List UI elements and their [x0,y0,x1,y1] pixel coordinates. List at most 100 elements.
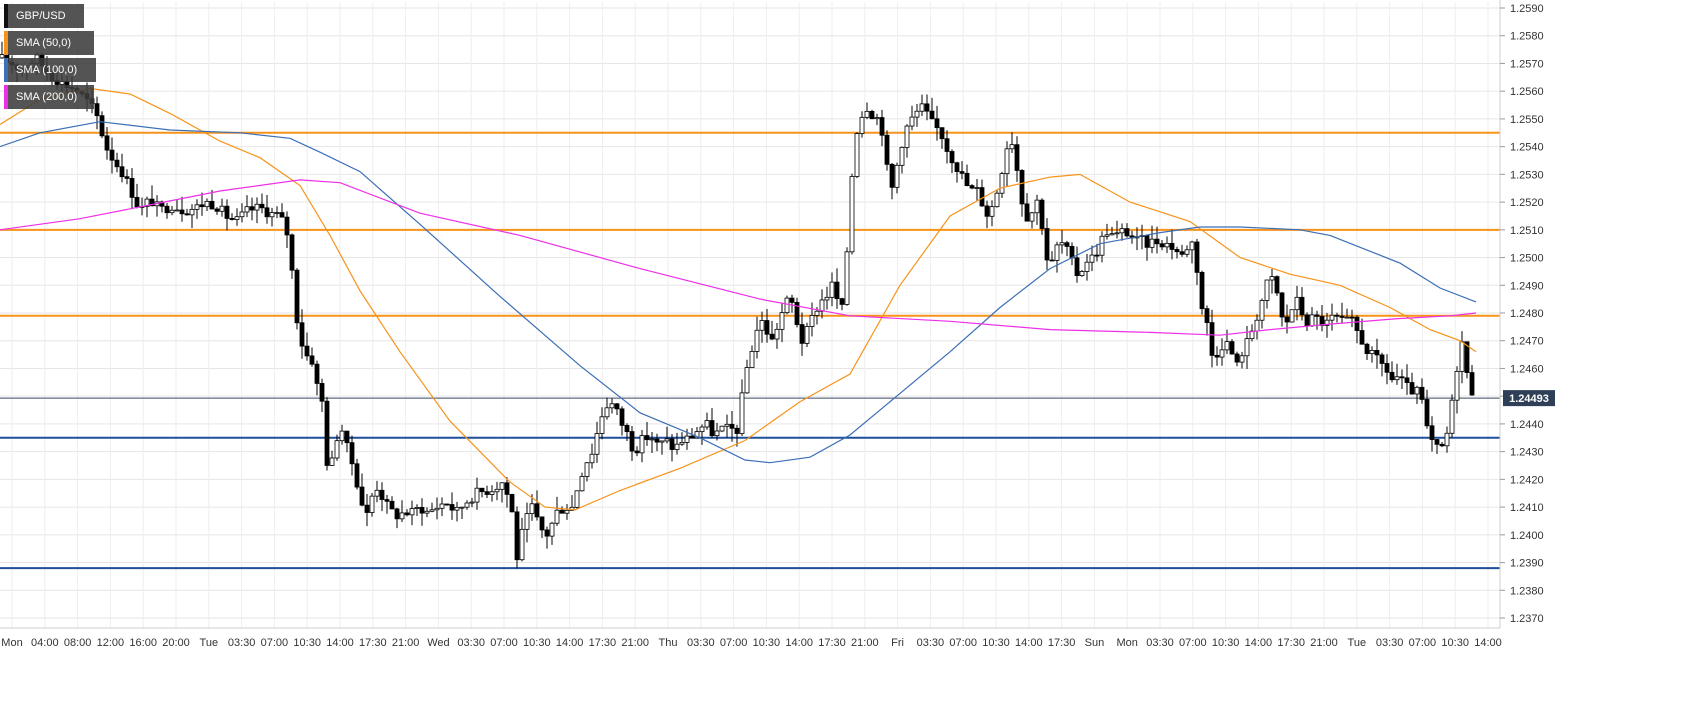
candle-body[interactable] [344,430,350,444]
candle-body[interactable] [384,499,390,502]
candle-body[interactable] [1039,199,1045,229]
candle-body[interactable] [444,503,450,506]
candle-body[interactable] [624,424,630,432]
candle-body[interactable] [1164,242,1170,248]
candle-body[interactable] [1114,232,1120,235]
candle-body[interactable] [1049,259,1055,262]
candle-body[interactable] [334,440,340,459]
candle-body[interactable] [1269,276,1275,281]
candle-body[interactable] [1054,244,1060,261]
candle-body[interactable] [1359,330,1365,345]
candle-body[interactable] [1319,315,1325,326]
candle-body[interactable] [1414,386,1420,395]
candle-body[interactable] [619,408,625,426]
candle-body[interactable] [1174,249,1180,253]
candle-body[interactable] [854,133,860,177]
candle-body[interactable] [184,213,190,216]
candle-body[interactable] [1084,261,1090,272]
candle-body[interactable] [224,205,230,219]
candle-body[interactable] [629,431,635,452]
candle-body[interactable] [354,463,360,488]
candle-body[interactable] [679,441,685,445]
candle-body[interactable] [1024,203,1030,222]
candle-body[interactable] [1254,319,1260,332]
price-axis[interactable]: 1.2370 1.2380 1.2390 1.2400 1.2410 1.2420 1.24… [0,0,1544,629]
candle-body[interactable] [429,509,435,512]
candle-body[interactable] [974,187,980,189]
candle-body[interactable] [274,212,280,214]
candle-body[interactable] [1259,300,1265,321]
candle-body[interactable] [499,482,505,490]
candle-body[interactable] [459,506,465,509]
candle-body[interactable] [1089,254,1095,263]
candle-body[interactable] [774,328,780,340]
candle-body[interactable] [644,435,650,441]
candle-body[interactable] [1324,319,1330,326]
candle-body[interactable] [179,209,185,215]
candle-body[interactable] [1219,349,1225,358]
candle-body[interactable] [204,200,210,208]
candle-body[interactable] [1384,363,1390,373]
candle-body[interactable] [884,134,890,165]
candle-body[interactable] [1119,228,1125,234]
candle-body[interactable] [609,403,615,409]
candle-body[interactable] [554,509,560,524]
candle-body[interactable] [1154,238,1160,245]
candle-body[interactable] [409,508,415,516]
candle-body[interactable] [529,503,535,515]
candle-body[interactable] [249,206,255,211]
candle-body[interactable] [479,487,485,493]
candle-body[interactable] [134,196,140,208]
candle-body[interactable] [879,117,885,136]
candle-body[interactable] [1279,292,1285,318]
candle-body[interactable] [1229,341,1235,355]
candle-body[interactable] [174,209,180,212]
candle-body[interactable] [164,205,170,214]
candle-body[interactable] [1124,228,1130,237]
candle-body[interactable] [309,355,315,365]
candle-body[interactable] [494,488,500,493]
candle-body[interactable] [454,506,460,511]
candle-body[interactable] [119,166,125,178]
candle-body[interactable] [1449,399,1455,434]
candle-body[interactable] [969,185,975,189]
candle-body[interactable] [1044,228,1050,261]
candle-body[interactable] [674,443,680,450]
candle-body[interactable] [524,513,530,530]
candle-body[interactable] [159,201,165,207]
candle-body[interactable] [804,326,810,344]
candle-body[interactable] [769,333,775,340]
candle-body[interactable] [1214,354,1220,358]
legend-symbol[interactable]: GBP/USD [4,4,84,28]
candle-body[interactable] [1179,251,1185,255]
candle-body[interactable] [469,501,475,504]
legend-sma100[interactable]: SMA (100,0) [4,58,96,82]
candle-body[interactable] [1314,314,1320,317]
candle-body[interactable] [1094,254,1100,257]
candle-body[interactable] [1389,371,1395,381]
candle-body[interactable] [669,438,675,450]
candle-body[interactable] [1429,425,1435,440]
candle-body[interactable] [414,507,420,509]
candle-body[interactable] [399,512,405,520]
candle-body[interactable] [1309,314,1315,327]
candle-body[interactable] [964,172,970,187]
candle-body[interactable] [579,476,585,492]
candle-body[interactable] [229,218,235,220]
candle-body[interactable] [114,159,120,168]
candle-body[interactable] [424,510,430,514]
candle-body[interactable] [589,453,595,464]
candle-body[interactable] [1159,243,1165,248]
candle-body[interactable] [1379,354,1385,364]
candle-body[interactable] [329,457,335,466]
candle-body[interactable] [1409,382,1415,395]
candle-body[interactable] [1294,296,1300,311]
candle-body[interactable] [1184,249,1190,255]
candle-body[interactable] [1274,276,1280,294]
candle-body[interactable] [859,116,865,134]
candle-body[interactable] [809,315,815,327]
candle-body[interactable] [949,151,955,164]
candle-body[interactable] [374,489,380,497]
candle-body[interactable] [689,435,695,439]
